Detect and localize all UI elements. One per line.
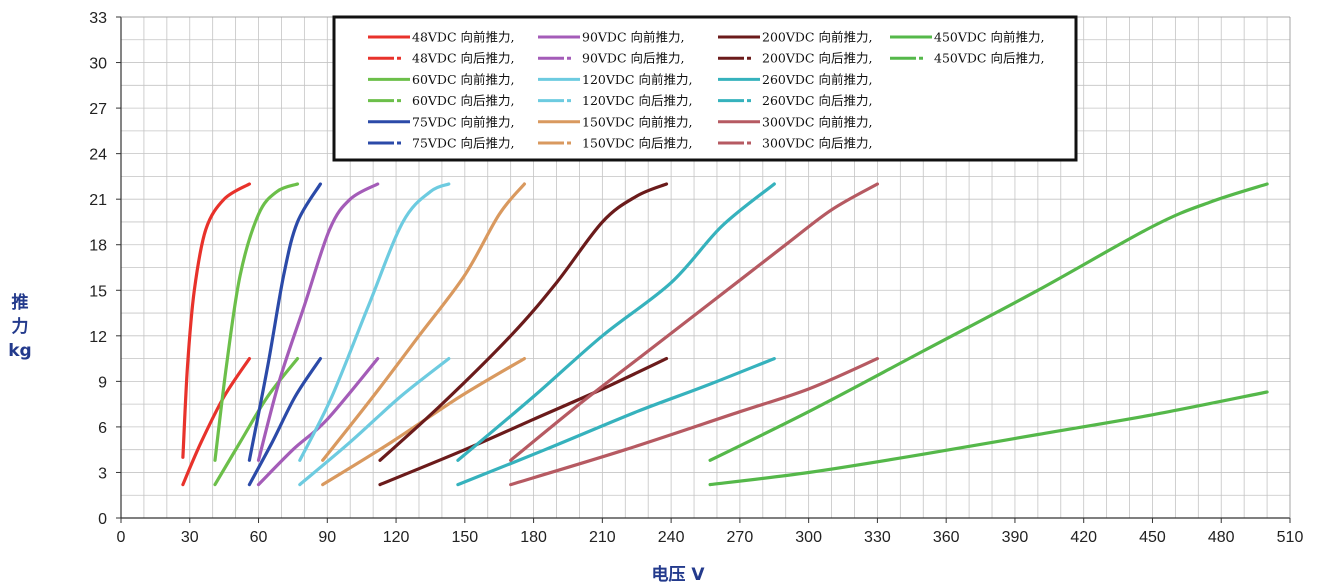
legend-item: 300VDC 向后推力, (718, 136, 872, 151)
y-tick-label: 27 (89, 101, 107, 118)
legend-label: 48VDC 向后推力, (412, 51, 514, 66)
legend-label: 150VDC 向前推力, (582, 114, 692, 129)
y-tick-label: 15 (89, 283, 107, 300)
legend-label: 48VDC 向前推力, (412, 30, 514, 45)
y-tick-label: 12 (89, 329, 107, 346)
y-axis-title-line-2: 力 (12, 316, 29, 337)
legend-item: 60VDC 向前推力, (368, 72, 514, 87)
legend-item: 75VDC 向后推力, (368, 136, 514, 151)
legend-label: 75VDC 向后推力, (412, 136, 514, 151)
legend-label: 450VDC 向前推力, (934, 30, 1044, 45)
series-line-3 (213, 357, 300, 487)
legend-item: 150VDC 向前推力, (538, 114, 692, 129)
x-tick-label: 480 (1208, 529, 1235, 546)
legend-item: 300VDC 向前推力, (718, 114, 872, 129)
x-tick-label: 300 (795, 529, 822, 546)
legend-label: 300VDC 向前推力, (762, 114, 872, 129)
legend-label: 200VDC 向后推力, (762, 51, 872, 66)
series-line-13 (378, 357, 669, 487)
y-tick-label: 18 (89, 238, 107, 255)
legend-label: 200VDC 向前推力, (762, 30, 872, 45)
y-tick-label: 3 (98, 465, 107, 482)
axis-titles: 电压 V 推 力 kg (8, 292, 705, 585)
series-line-1 (181, 357, 251, 487)
y-tick-label: 9 (98, 374, 107, 391)
series-line-4 (247, 182, 322, 462)
x-tick-label: 30 (181, 529, 199, 546)
legend-item: 48VDC 向前推力, (368, 30, 514, 45)
legend-label: 90VDC 向后推力, (582, 51, 684, 66)
series-line-10 (321, 182, 526, 462)
legend-label: 260VDC 向后推力, (762, 93, 872, 108)
legend-label: 300VDC 向后推力, (762, 136, 872, 151)
legend-item: 120VDC 向前推力, (538, 72, 692, 87)
y-tick-label: 30 (89, 56, 107, 73)
series-line-16 (509, 182, 879, 462)
legend-item: 90VDC 向前推力, (538, 30, 684, 45)
x-tick-label: 270 (727, 529, 754, 546)
x-tick-label: 0 (117, 529, 126, 546)
y-axis-title-line-1: 推 (12, 292, 29, 313)
series-line-0 (181, 182, 251, 459)
legend: 48VDC 向前推力, 48VDC 向后推力, 60VDC 向前推力, 60VDC 向… (332, 15, 1078, 162)
legend-item: 75VDC 向前推力, (368, 114, 514, 129)
legend-item: 150VDC 向后推力, (538, 136, 692, 151)
legend-item: 60VDC 向后推力, (368, 93, 514, 108)
legend-item: 450VDC 向后推力, (890, 51, 1044, 66)
legend-item: 200VDC 向后推力, (718, 51, 872, 66)
series-line-2 (213, 182, 300, 462)
series-line-6 (256, 182, 380, 462)
legend-item: 450VDC 向前推力, (890, 30, 1044, 45)
series-line-15 (456, 357, 776, 487)
x-tick-label: 120 (383, 529, 410, 546)
legend-item: 260VDC 向后推力, (718, 93, 872, 108)
legend-label: 90VDC 向前推力, (582, 30, 684, 45)
x-tick-label: 60 (250, 529, 268, 546)
x-tick-label: 390 (1002, 529, 1029, 546)
series-line-14 (456, 182, 776, 462)
series-line-17 (509, 357, 879, 487)
legend-item: 48VDC 向后推力, (368, 51, 514, 66)
legend-label: 120VDC 向前推力, (582, 72, 692, 87)
x-tick-label: 210 (589, 529, 616, 546)
legend-item: 120VDC 向后推力, (538, 93, 692, 108)
x-tick-label: 510 (1277, 529, 1304, 546)
x-axis-title: 电压 V (651, 564, 705, 585)
x-tick-label: 180 (520, 529, 547, 546)
y-tick-label: 0 (98, 511, 107, 528)
series-line-5 (247, 357, 322, 487)
x-tick-label: 450 (1139, 529, 1166, 546)
x-tick-label: 420 (1070, 529, 1097, 546)
y-tick-label: 6 (98, 420, 107, 437)
legend-item: 90VDC 向后推力, (538, 51, 684, 66)
x-tick-label: 360 (933, 529, 960, 546)
series-layer (181, 182, 1269, 487)
y-tick-label: 24 (89, 147, 107, 164)
series-line-8 (298, 182, 451, 462)
legend-label: 120VDC 向后推力, (582, 93, 692, 108)
legend-box (332, 15, 1078, 162)
series-line-18 (708, 182, 1269, 462)
y-tick-label: 33 (89, 10, 107, 27)
legend-label: 450VDC 向后推力, (934, 51, 1044, 66)
series-line-9 (298, 357, 451, 487)
x-tick-label: 330 (864, 529, 891, 546)
x-tick-label: 90 (318, 529, 336, 546)
legend-label: 60VDC 向前推力, (412, 72, 514, 87)
legend-item: 200VDC 向前推力, (718, 30, 872, 45)
series-line-19 (708, 390, 1269, 487)
legend-label: 60VDC 向后推力, (412, 93, 514, 108)
legend-item: 260VDC 向前推力, (718, 72, 872, 87)
legend-label: 150VDC 向后推力, (582, 136, 692, 151)
y-tick-label: 21 (89, 192, 107, 209)
y-axis-title-line-3: kg (8, 341, 31, 361)
series-line-7 (256, 357, 380, 487)
legend-label: 75VDC 向前推力, (412, 114, 514, 129)
legend-label: 260VDC 向前推力, (762, 72, 872, 87)
series-line-12 (378, 182, 669, 462)
x-tick-label: 240 (658, 529, 685, 546)
x-tick-label: 150 (451, 529, 478, 546)
